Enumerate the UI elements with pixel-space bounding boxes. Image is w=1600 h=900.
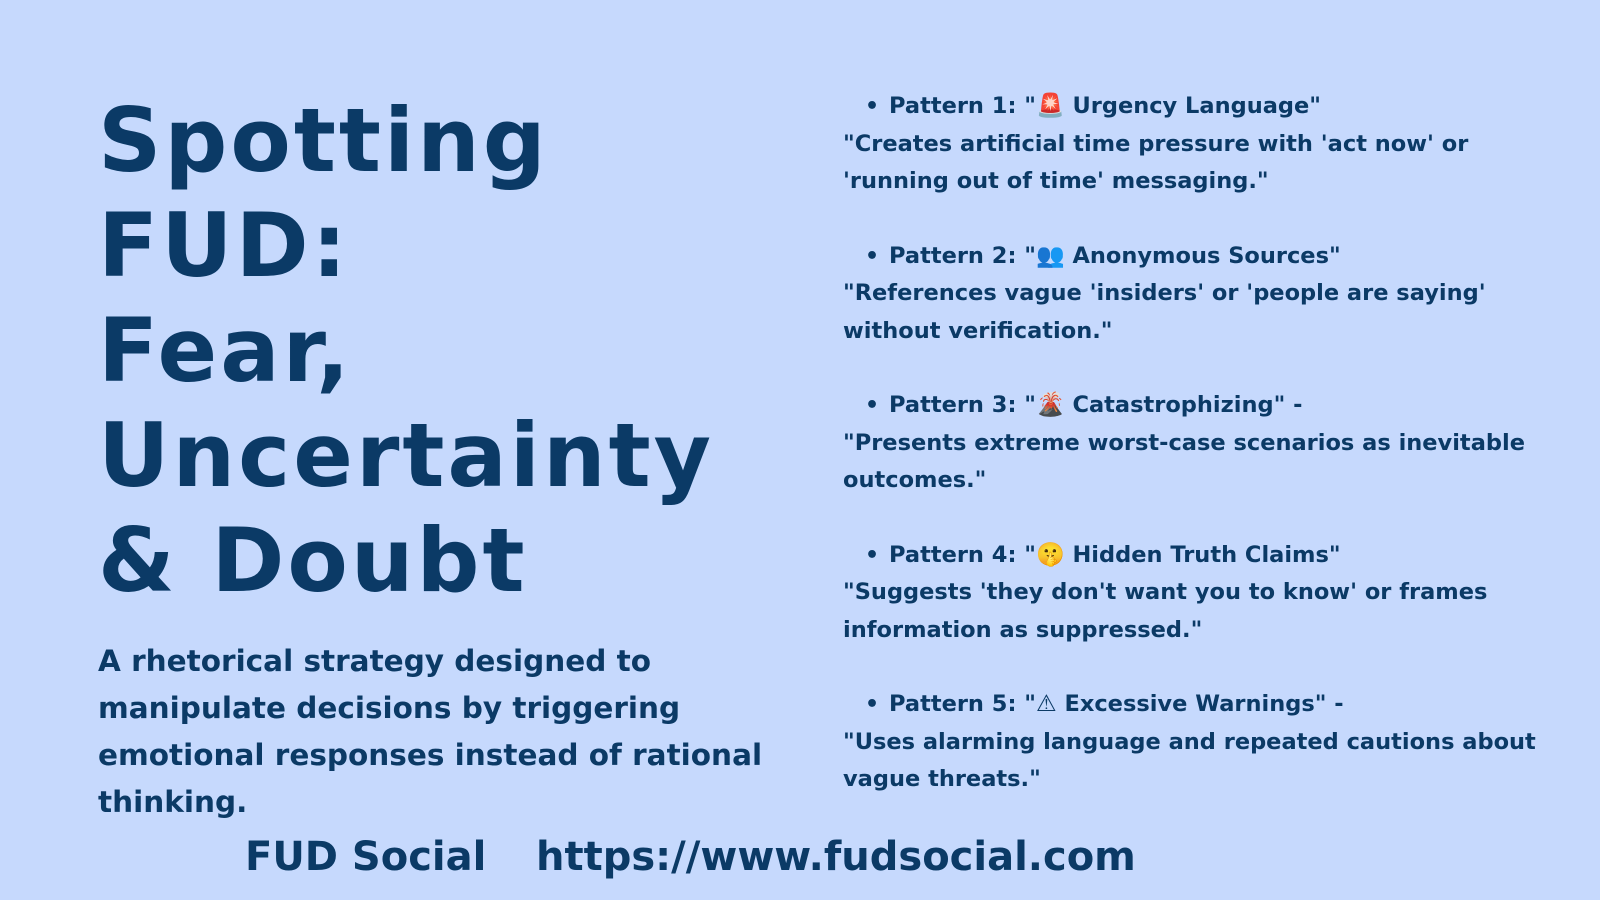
pattern-item-5: • Pattern 5: "⚠ Excessive Warnings" - "Us… [843,686,1563,799]
pattern-item-3: • Pattern 3: "🌋 Catastrophizing" - "Prese… [843,387,1563,500]
fud-description: A rhetorical strategy designed to manipu… [98,644,763,819]
pattern-description: "Presents extreme worst-case scenarios a… [843,429,1525,494]
pattern-heading: • Pattern 1: "🚨 Urgency Language" [843,88,1563,126]
pattern-label: Pattern 5: " [889,691,1036,717]
pattern-title: Hidden Truth Claims" [1064,541,1341,568]
bullet-icon: • [865,94,880,119]
volcano-icon: 🌋 [1036,392,1065,418]
pattern-description: "Uses alarming language and repeated cau… [843,728,1536,793]
pattern-label: Pattern 2: " [889,242,1036,269]
title-line: Uncertainty [98,404,715,507]
pattern-heading: • Pattern 2: "👥 Anonymous Sources" [843,238,1563,276]
pattern-title: Anonymous Sources" [1064,242,1341,269]
pattern-heading: • Pattern 5: "⚠ Excessive Warnings" - [843,686,1563,724]
bullet-icon: • [865,393,880,418]
title-line: FUD: [98,194,350,297]
pattern-label: Pattern 4: " [889,541,1036,568]
warning-icon: ⚠ [1036,691,1057,717]
pattern-label: Pattern 3: " [889,392,1036,418]
pattern-item-2: • Pattern 2: "👥 Anonymous Sources" "Refer… [843,238,1563,351]
pattern-heading: • Pattern 4: "🤫 Hidden Truth Claims" [843,537,1563,575]
pattern-heading: • Pattern 3: "🌋 Catastrophizing" - [843,387,1563,425]
pattern-description: "Suggests 'they don't want you to know' … [843,579,1488,643]
bullet-icon: • [865,243,880,269]
bullet-icon: • [865,692,880,717]
shushing-face-icon: 🤫 [1036,541,1065,568]
pattern-item-4: • Pattern 4: "🤫 Hidden Truth Claims" "Sug… [843,537,1563,650]
bullet-icon: • [865,542,880,568]
pattern-title: Catastrophizing" - [1064,392,1303,418]
siren-icon: 🚨 [1036,93,1065,119]
pattern-title: Excessive Warnings" - [1056,691,1344,717]
title-line: Spotting [98,89,549,192]
pattern-description: "References vague 'insiders' or 'people … [843,280,1486,344]
website-link[interactable]: https://www.fudsocial.com [536,834,1136,880]
pattern-list: • Pattern 1: "🚨 Urgency Language" "Create… [843,88,1563,836]
people-icon: 👥 [1036,242,1065,269]
pattern-title: Urgency Language" [1064,93,1321,119]
title-line: Fear, [98,299,353,402]
pattern-label: Pattern 1: " [889,93,1036,119]
pattern-description: "Creates artificial time pressure with '… [843,130,1469,195]
brand-name: FUD Social [245,834,487,880]
pattern-item-1: • Pattern 1: "🚨 Urgency Language" "Create… [843,88,1563,201]
title-line: & Doubt [98,509,528,612]
slide-title: Spotting FUD: Fear, Uncertainty & Doubt [98,88,798,613]
title-block: Spotting FUD: Fear, Uncertainty & Doubt [98,88,798,613]
